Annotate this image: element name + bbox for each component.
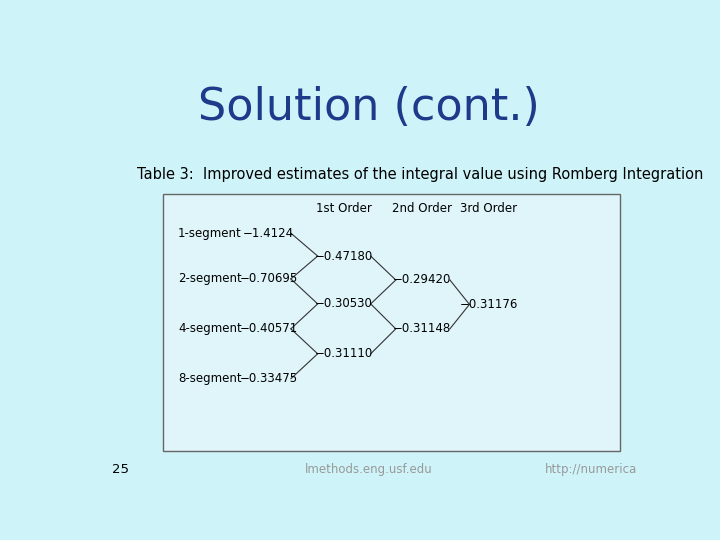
Text: 1st Order: 1st Order [316, 202, 372, 215]
Text: −0.70695: −0.70695 [240, 273, 297, 286]
Text: Solution (cont.): Solution (cont.) [198, 85, 540, 129]
Text: 4-segment: 4-segment [178, 322, 242, 335]
Text: −0.31110: −0.31110 [315, 347, 373, 360]
Text: −0.33475: −0.33475 [240, 372, 297, 385]
Text: −0.31176: −0.31176 [460, 298, 518, 311]
Text: 1-segment: 1-segment [178, 227, 242, 240]
Text: −0.40571: −0.40571 [240, 322, 297, 335]
Bar [163, 194, 620, 451]
Text: −0.47180: −0.47180 [315, 249, 373, 262]
Text: 2-segment: 2-segment [178, 273, 242, 286]
Text: −0.31148: −0.31148 [393, 322, 451, 335]
Text: http://numerica: http://numerica [544, 463, 637, 476]
Text: −1.4124: −1.4124 [243, 227, 294, 240]
Text: Table 3:  Improved estimates of the integral value using Romberg Integration: Table 3: Improved estimates of the integ… [138, 167, 704, 181]
Text: −0.29420: −0.29420 [393, 273, 451, 287]
Text: 25: 25 [112, 463, 130, 476]
Text: −0.30530: −0.30530 [315, 298, 373, 310]
Text: 8-segment: 8-segment [178, 372, 242, 385]
Text: 2nd Order: 2nd Order [392, 202, 452, 215]
Text: lmethods.eng.usf.edu: lmethods.eng.usf.edu [305, 463, 433, 476]
Text: 3rd Order: 3rd Order [460, 202, 518, 215]
